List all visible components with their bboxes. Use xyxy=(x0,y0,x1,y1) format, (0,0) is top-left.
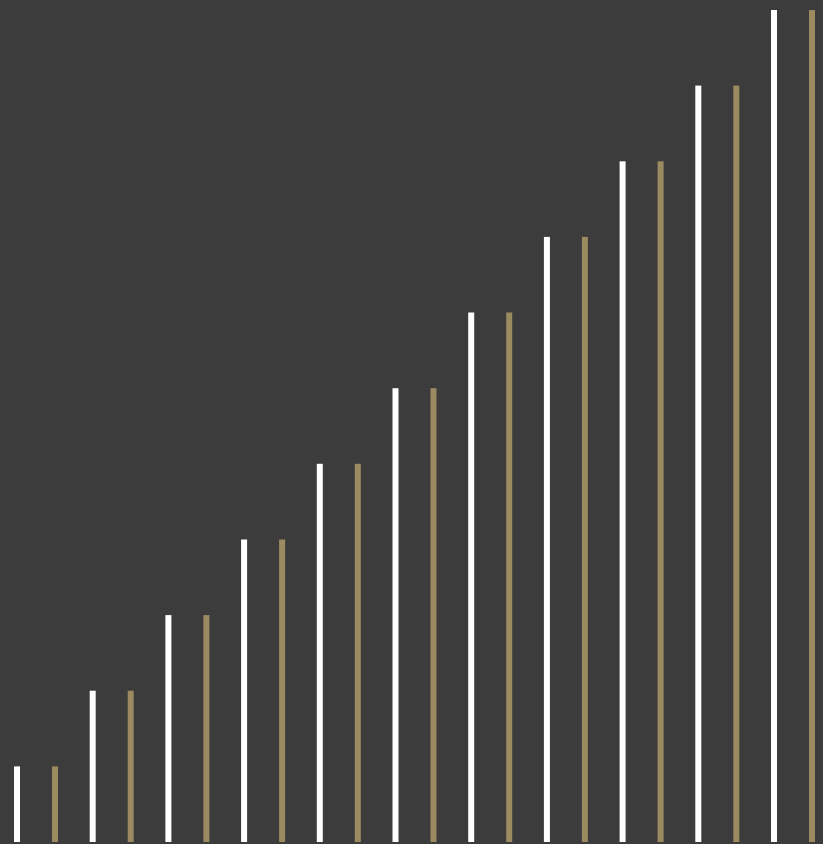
bar-series-2-category-11 xyxy=(809,10,815,842)
bar-series-1-category-4 xyxy=(241,539,248,842)
bar-series-1-category-8 xyxy=(543,236,550,842)
bar-series-2-category-1 xyxy=(52,766,58,842)
bar-series-2-category-7 xyxy=(506,312,513,842)
bars-group xyxy=(14,10,815,843)
bar-series-2-category-3 xyxy=(203,615,210,842)
bar-series-2-category-4 xyxy=(279,539,286,842)
bar-series-1-category-5 xyxy=(316,463,323,842)
bar-series-1-category-7 xyxy=(468,312,475,842)
bar-series-2-category-6 xyxy=(430,388,437,842)
bar-series-2-category-8 xyxy=(581,236,588,842)
bar-series-1-category-3 xyxy=(165,615,172,842)
bar-series-2-category-9 xyxy=(657,161,664,843)
bar-series-1-category-11 xyxy=(771,10,777,842)
bar-series-1-category-9 xyxy=(619,161,626,843)
bar-series-2-category-10 xyxy=(733,85,740,843)
bar-series-1-category-10 xyxy=(695,85,702,843)
bar-series-1-category-6 xyxy=(392,388,399,842)
bar-series-1-category-1 xyxy=(14,766,20,842)
bar-series-2-category-5 xyxy=(354,463,361,842)
bar-series-2-category-2 xyxy=(127,690,134,842)
bar-series-1-category-2 xyxy=(89,690,96,842)
